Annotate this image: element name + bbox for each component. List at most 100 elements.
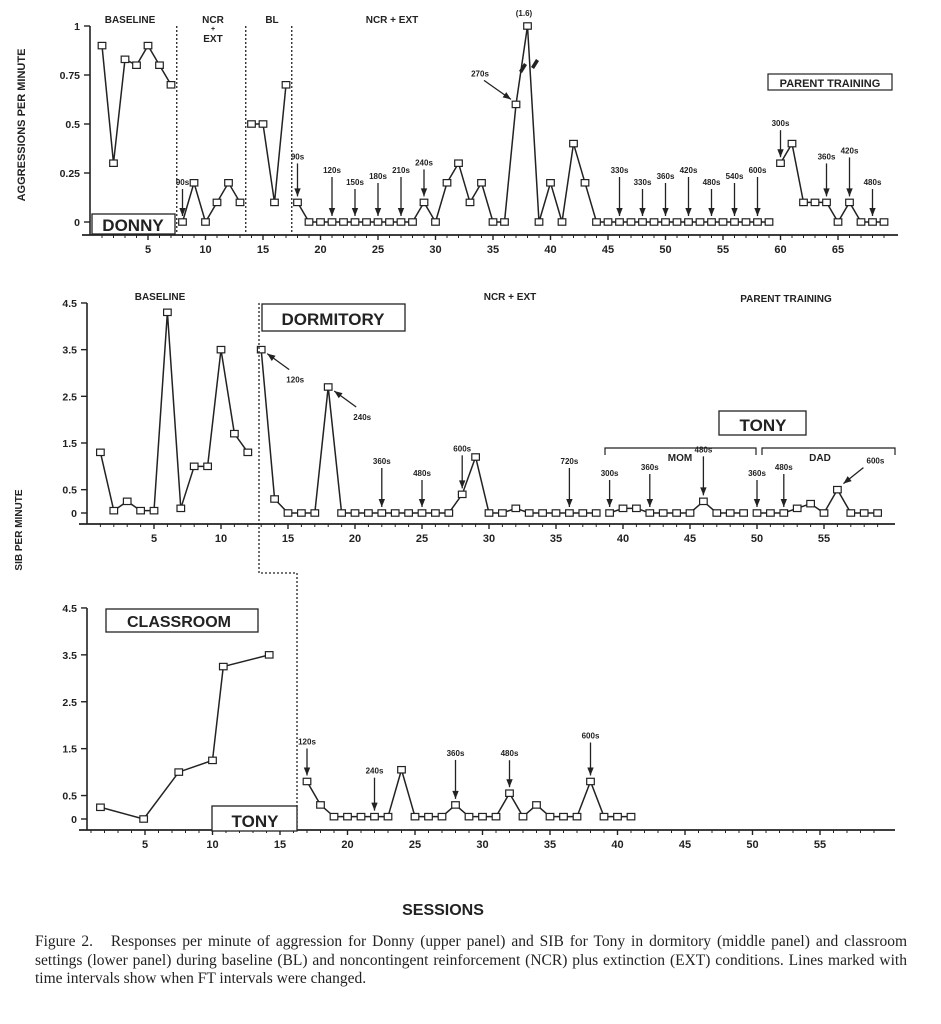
arrow-head-icon [606,499,613,507]
data-point [685,509,695,517]
ft-interval-label: 480s [775,463,793,472]
bracket-dad [761,447,896,455]
arrow-head-icon [502,92,511,100]
data-point [454,159,463,168]
x-tick-label: 35 [487,244,499,256]
data-point [484,509,494,517]
data-point [457,490,467,499]
ft-interval-annotation: 330s [611,166,629,216]
data-point [189,179,199,187]
data-point [337,509,346,517]
data-point [281,80,291,89]
series-line [260,349,597,514]
data-point [408,218,417,226]
arrow-head-icon [846,188,853,197]
data-point [370,812,379,821]
ft-interval-label: 300s [601,469,619,478]
data-point [356,812,366,821]
arrow-head-icon [731,208,738,216]
bracket-label-mom: MOM [668,453,692,464]
data-point [538,509,547,517]
phase-label-baseline: BASELINE [105,15,156,26]
ft-interval-label: 360s [447,749,465,758]
data-point [235,198,245,207]
y-tick-label: 1 [74,21,80,33]
ft-interval-label: 540s [726,172,744,181]
y-tick-label: 2.5 [62,697,77,709]
data-point [477,179,486,187]
arrow-head-icon [566,499,573,507]
ft-interval-annotation: 90s [291,152,305,197]
x-tick-label: 10 [206,839,218,851]
data-point [792,504,802,513]
data-point [518,812,528,821]
figure-chart: 90s 90s 120s 150s 180s 210s 240s 270s 330s 330s 36… [14,9,898,919]
data-point [500,218,509,226]
data-point [626,218,636,226]
data-point [649,218,659,226]
data-point [431,509,440,517]
x-axis-title-sessions: SESSIONS [402,902,484,919]
arrow-head-icon [267,353,276,361]
series-line [181,180,241,224]
series-line [99,312,249,512]
arrow-head-icon [397,208,405,216]
data-point [302,777,312,786]
x-tick-label: 50 [751,533,763,545]
ft-interval-label: 270s [471,69,489,78]
data-point [339,218,348,226]
data-point [471,453,480,461]
data-point [122,497,132,506]
subject-label-tony: TONY [740,416,788,435]
data-point [779,509,789,517]
data-point [551,509,561,517]
phase-change-line [258,303,298,830]
x-tick-label: 45 [684,533,696,545]
ft-interval-annotation: 480s [695,445,713,496]
data-point [765,509,775,517]
arrow-head-icon [328,208,336,216]
data-point [329,812,339,821]
data-point [672,509,681,517]
data-point [464,812,474,821]
data-point [270,198,279,207]
arrow-head-icon [662,208,669,216]
data-point [189,462,199,471]
data-point [208,756,217,765]
data-point [868,218,877,226]
series-line [296,25,769,224]
data-point [569,139,578,148]
x-tick-label: 45 [679,839,691,851]
ft-interval-annotation: 420s [680,166,698,216]
data-point [564,509,574,517]
y-tick-label: 0.5 [62,791,77,803]
y-tick-label: 1.5 [62,744,77,756]
ft-interval-label: 360s [641,463,659,472]
data-point [297,509,306,517]
y-tick-label: 0.5 [62,485,77,497]
data-point [316,801,325,809]
data-point [712,509,722,517]
data-point [243,448,253,457]
data-point [293,198,302,207]
x-tick-label: 50 [659,244,671,256]
ft-interval-label: 420s [680,166,698,175]
data-point [776,159,785,168]
ft-interval-label: 240s [366,767,384,776]
subject-box-tony [211,805,298,832]
series-line [251,84,287,203]
arrow-head-icon [646,499,653,507]
bracket-mom [604,447,757,455]
arrow-head-icon [420,188,428,197]
y-tick-label: 0.25 [60,168,81,180]
x-tick-label: 25 [409,839,421,851]
ft-interval-label: 480s [695,445,713,454]
series-line [306,767,631,818]
data-point [385,218,394,226]
arrow-head-icon [303,767,311,776]
arrow-head-icon [869,208,876,216]
ft-interval-label: 720s [561,457,579,466]
x-tick-label: 20 [341,839,353,851]
arrow-head-icon [753,499,761,507]
data-point [605,509,614,517]
